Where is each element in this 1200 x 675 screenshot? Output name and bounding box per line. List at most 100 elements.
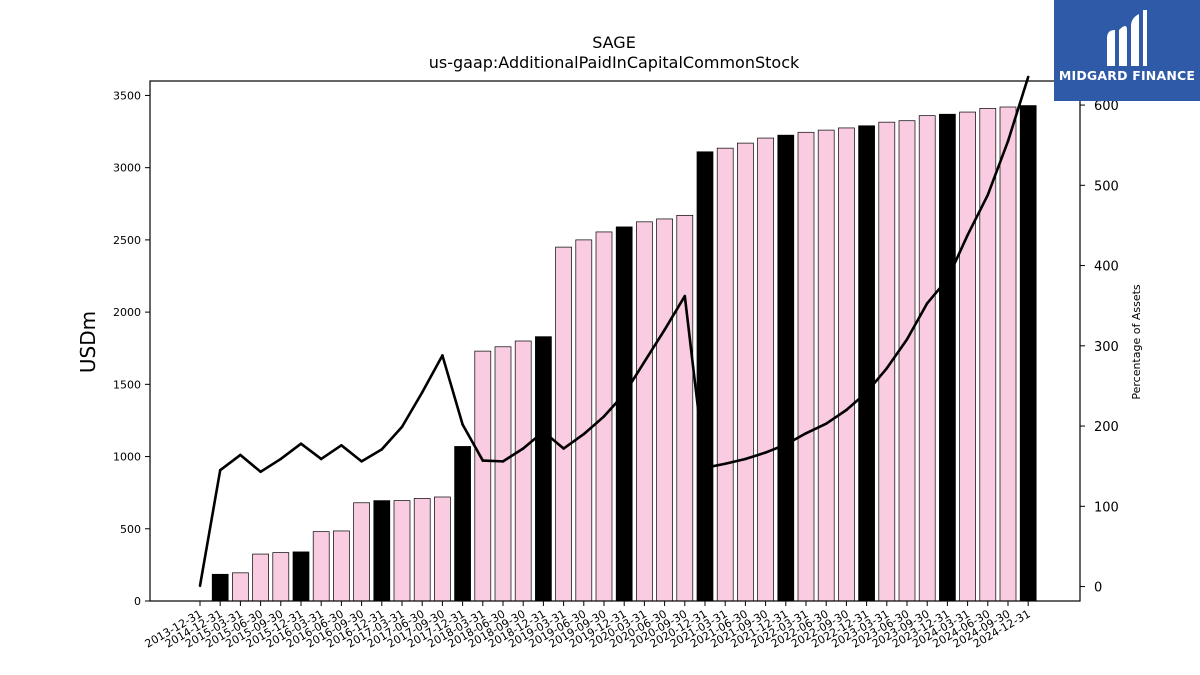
bar bbox=[474, 350, 492, 602]
bar bbox=[858, 125, 875, 602]
line-segment bbox=[319, 444, 343, 461]
bar bbox=[999, 106, 1017, 602]
line-segment bbox=[764, 443, 788, 454]
y2-tick-label: 0 bbox=[1094, 581, 1102, 596]
logo-mark-icon bbox=[1107, 10, 1147, 66]
bar bbox=[312, 531, 330, 602]
line-segment bbox=[400, 391, 424, 429]
chart-title: SAGE bbox=[592, 33, 636, 52]
y-tick-label: 500 bbox=[120, 523, 141, 536]
bar bbox=[959, 111, 976, 602]
bar bbox=[535, 336, 552, 602]
line-segment bbox=[562, 432, 586, 450]
y-tick-label: 3500 bbox=[113, 89, 141, 102]
y2-tick-label: 400 bbox=[1094, 260, 1119, 275]
bar bbox=[575, 239, 593, 602]
line-segment bbox=[259, 457, 283, 474]
y-tick-label: 2500 bbox=[113, 234, 141, 247]
line-segment bbox=[441, 354, 464, 426]
line-segment bbox=[340, 444, 363, 463]
y-tick-label: 1500 bbox=[113, 378, 141, 391]
y2-tick-label: 200 bbox=[1094, 420, 1119, 435]
y-axis-label: USDm bbox=[76, 311, 100, 373]
bar bbox=[656, 218, 673, 602]
line-series bbox=[198, 75, 1030, 588]
line-segment bbox=[925, 277, 949, 305]
line-segment bbox=[986, 139, 1010, 197]
line-segment bbox=[602, 392, 626, 418]
bar bbox=[514, 340, 532, 602]
bar bbox=[777, 134, 795, 602]
bar bbox=[333, 530, 350, 602]
bar bbox=[797, 131, 815, 602]
bar bbox=[555, 246, 572, 602]
line-segment bbox=[784, 431, 808, 446]
bar bbox=[232, 572, 249, 602]
line-segment bbox=[420, 354, 444, 394]
line-segment bbox=[905, 301, 929, 341]
bar bbox=[252, 553, 269, 602]
line-segment bbox=[542, 430, 565, 450]
y-tick-label: 3000 bbox=[113, 162, 141, 175]
line-segment bbox=[239, 453, 262, 474]
bar bbox=[373, 500, 391, 602]
line-segment bbox=[824, 408, 848, 425]
line-segment bbox=[663, 294, 687, 332]
line-segment bbox=[299, 442, 323, 461]
line-segment bbox=[966, 193, 990, 237]
line-segment bbox=[865, 366, 889, 394]
line-segment bbox=[1006, 75, 1030, 143]
plot-frame bbox=[149, 80, 1081, 602]
y-tick-label: 2000 bbox=[113, 306, 141, 319]
bar bbox=[636, 221, 653, 602]
bar bbox=[494, 346, 512, 602]
bar bbox=[434, 496, 451, 602]
line-segment bbox=[622, 360, 646, 396]
line-segment bbox=[643, 328, 666, 364]
bar bbox=[737, 142, 754, 602]
line-segment bbox=[218, 453, 242, 472]
line-segment bbox=[521, 430, 545, 450]
chart-subtitle: us-gaap:AdditionalPaidInCapitalCommonSto… bbox=[429, 53, 800, 72]
bar bbox=[1019, 105, 1037, 602]
line-segment bbox=[946, 233, 969, 281]
bar bbox=[939, 113, 956, 602]
bar bbox=[454, 446, 471, 602]
line-segment bbox=[279, 442, 303, 461]
line-segment bbox=[885, 338, 909, 370]
bar bbox=[716, 147, 734, 602]
y-tick-label: 1000 bbox=[113, 451, 141, 464]
y2-tick-label: 500 bbox=[1094, 179, 1119, 194]
bar bbox=[676, 214, 694, 602]
line-segment bbox=[723, 457, 747, 466]
bar bbox=[817, 129, 835, 602]
line-segment bbox=[683, 294, 707, 470]
line-segment bbox=[744, 451, 767, 461]
line-segment bbox=[198, 468, 222, 588]
line-segment bbox=[380, 425, 404, 451]
bar bbox=[898, 120, 916, 602]
line-segment bbox=[501, 447, 525, 463]
y2-tick-label: 300 bbox=[1094, 340, 1119, 355]
bar bbox=[918, 115, 936, 602]
line-segment bbox=[582, 415, 606, 436]
line-segment bbox=[703, 462, 727, 470]
bar bbox=[393, 500, 411, 602]
y2-axis-label: Percentage of Assets bbox=[1130, 284, 1143, 400]
bar bbox=[696, 151, 714, 602]
line-segment bbox=[461, 423, 485, 462]
y-tick-label: 0 bbox=[134, 595, 141, 608]
bar bbox=[838, 127, 855, 602]
line-segment bbox=[845, 391, 868, 412]
bar bbox=[615, 226, 633, 602]
brand-logo: MIDGARD FINANCE bbox=[1054, 0, 1200, 101]
line-segment bbox=[804, 422, 828, 435]
bar bbox=[353, 502, 370, 602]
bar-series bbox=[211, 105, 1037, 602]
logo-text: MIDGARD FINANCE bbox=[1058, 68, 1196, 83]
bar bbox=[292, 551, 310, 602]
y2-tick-label: 600 bbox=[1094, 99, 1119, 114]
axes: 0 500 1000 1500 2000 2500 3000 3500 0 100 200 300 40… bbox=[113, 80, 1119, 651]
line-segment bbox=[360, 448, 384, 463]
